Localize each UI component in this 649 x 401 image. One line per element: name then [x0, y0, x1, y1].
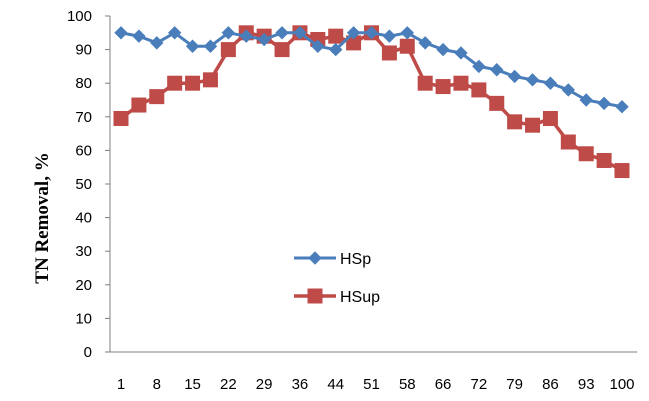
x-tick-label: 22 — [220, 376, 237, 393]
data-point-hsup — [202, 72, 218, 88]
data-point-hsp — [543, 76, 558, 90]
y-tick-label: 20 — [75, 277, 92, 294]
data-point-hsup — [453, 75, 469, 91]
x-tick-label: 36 — [292, 376, 309, 393]
data-point-hsp — [257, 32, 271, 47]
x-tick-label: 58 — [399, 376, 416, 393]
legend-label-hsup: HSup — [340, 289, 380, 306]
data-point-hsp — [203, 39, 218, 53]
x-tick-label: 100 — [609, 376, 634, 393]
legend-marker-hsp — [308, 251, 322, 265]
data-point-hsup — [220, 42, 236, 58]
data-point-hsup — [507, 114, 523, 130]
data-point-hsup — [435, 79, 451, 95]
data-point-hsup — [113, 110, 129, 126]
data-point-hsp — [275, 26, 289, 40]
data-point-hsp — [490, 63, 504, 77]
data-point-hsp — [239, 29, 253, 43]
data-point-hsp — [400, 26, 414, 40]
data-point-hsp — [382, 29, 397, 43]
x-tick-label: 29 — [256, 376, 273, 393]
data-point-hsp — [561, 83, 576, 97]
x-tick-label: 1 — [117, 376, 125, 393]
data-point-hsp — [150, 36, 164, 50]
data-point-hsup — [596, 152, 612, 168]
data-point-hsp — [114, 26, 128, 40]
data-point-hsp — [221, 26, 236, 40]
data-point-hsp — [579, 93, 593, 107]
legend-entry-hsp: HSp — [294, 251, 371, 268]
data-point-hsup — [417, 75, 433, 91]
y-tick-label: 10 — [75, 310, 92, 327]
legend-marker-hsup — [307, 288, 323, 304]
data-point-hsup — [274, 42, 290, 58]
x-tick-label: 86 — [542, 376, 559, 393]
data-point-hsp — [507, 69, 522, 84]
x-tick-label: 93 — [578, 376, 595, 393]
y-tick-label: 50 — [75, 176, 92, 193]
data-point-hsp — [185, 39, 200, 53]
data-point-hsup — [489, 95, 505, 111]
data-point-hsp — [293, 26, 307, 40]
legend-label-hsp: HSp — [340, 251, 371, 268]
data-point-hsp — [329, 42, 343, 57]
y-tick-label: 0 — [84, 344, 92, 361]
data-point-hsp — [597, 96, 611, 111]
y-tick-label: 60 — [75, 142, 92, 159]
y-tick-label: 90 — [75, 42, 92, 59]
series-hsp — [114, 26, 629, 114]
x-tick-label: 51 — [363, 376, 380, 393]
data-point-hsp — [311, 39, 325, 53]
y-axis-label: TN Removal, % — [32, 152, 53, 283]
data-point-hsup — [525, 117, 541, 133]
data-point-hsp — [167, 26, 182, 40]
y-ticks: 0 10 20 30 40 50 60 70 80 90 100 — [67, 8, 110, 361]
series-line-hsup — [119, 31, 623, 173]
y-tick-label: 40 — [75, 210, 92, 227]
data-point-hsp — [364, 26, 379, 40]
data-point-hsp — [346, 26, 361, 40]
data-point-hsup — [185, 75, 201, 91]
data-point-hsup — [149, 89, 165, 105]
data-point-hsp — [615, 100, 629, 114]
x-tick-label: 44 — [327, 376, 344, 393]
data-point-hsup — [542, 110, 558, 126]
data-point-hsp — [472, 59, 486, 74]
data-point-hsp — [418, 36, 432, 50]
data-point-hsup — [167, 75, 183, 91]
data-point-hsup — [614, 163, 630, 179]
x-tick-label: 8 — [153, 376, 161, 393]
series-layer — [113, 25, 630, 179]
data-point-hsup — [328, 28, 344, 44]
x-tick-label: 79 — [506, 376, 523, 393]
data-point-hsp — [525, 73, 540, 87]
y-tick-label: 100 — [67, 8, 92, 25]
x-tick-label: 15 — [184, 376, 201, 393]
data-point-hsp — [454, 46, 468, 60]
legend-entry-hsup: HSup — [294, 288, 380, 306]
data-point-hsp — [132, 29, 146, 43]
data-point-hsp — [436, 42, 450, 57]
x-ticks: 1 8 15 22 29 36 44 51 58 66 72 79 86 93 100 — [117, 376, 635, 393]
x-tick-label: 66 — [435, 376, 452, 393]
data-point-hsup — [399, 38, 415, 54]
x-tick-label: 72 — [471, 376, 488, 393]
y-tick-label: 30 — [75, 243, 92, 260]
legend: HSp HSup — [294, 251, 380, 306]
data-point-hsup — [471, 82, 487, 98]
y-tick-label: 70 — [75, 109, 92, 126]
data-point-hsup — [131, 97, 147, 113]
data-point-hsup — [381, 45, 397, 61]
data-point-hsup — [578, 146, 594, 162]
y-tick-label: 80 — [75, 75, 92, 92]
data-point-hsup — [560, 134, 576, 150]
